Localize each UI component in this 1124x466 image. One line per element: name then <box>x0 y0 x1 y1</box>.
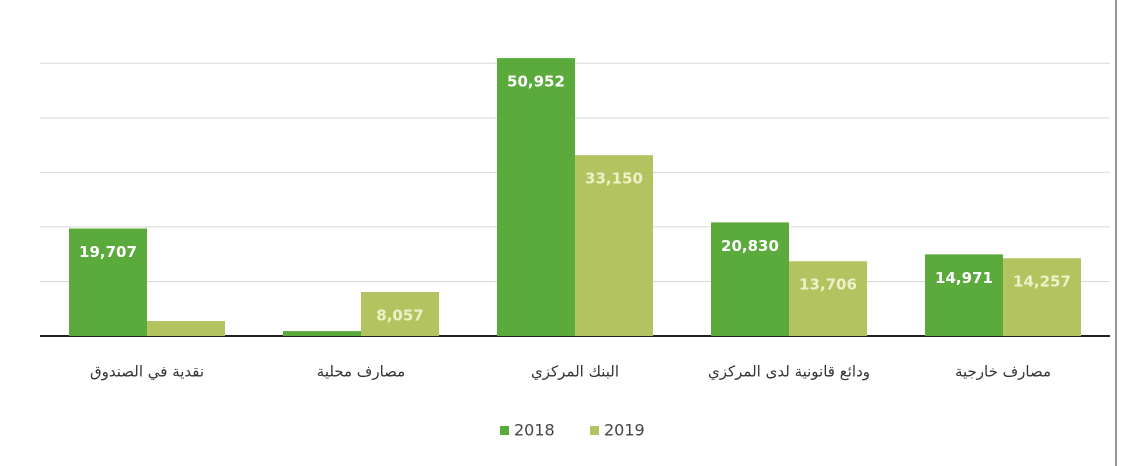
bar <box>147 321 225 336</box>
legend-swatch <box>590 426 599 435</box>
bar <box>925 254 1003 336</box>
bar <box>575 155 653 336</box>
data-label: 20,830 <box>721 237 779 255</box>
data-label: 8,057 <box>376 307 423 325</box>
data-label: 14,971 <box>935 269 993 287</box>
bar <box>789 261 867 336</box>
x-tick-label: البنك المركزي <box>531 363 619 382</box>
legend-swatch <box>500 426 509 435</box>
bar <box>361 292 439 336</box>
bar <box>1003 258 1081 336</box>
x-tick-label: ودائع قانونية لدى المركزي <box>708 363 870 382</box>
legend-label: 2019 <box>604 421 645 440</box>
data-label: 19,707 <box>79 243 137 261</box>
data-label: 13,706 <box>799 276 857 294</box>
bar <box>711 222 789 336</box>
bar <box>497 58 575 337</box>
data-label: 50,952 <box>507 73 565 91</box>
legend-label: 2018 <box>514 421 555 440</box>
bar <box>69 228 147 336</box>
x-tick-label: مصارف محلية <box>317 363 405 381</box>
x-tick-label: مصارف خارجية <box>955 363 1051 381</box>
bar <box>283 331 361 336</box>
data-label: 14,257 <box>1013 273 1071 291</box>
x-tick-label: نقدية في الصندوق <box>90 363 204 382</box>
data-label: 33,150 <box>585 170 643 188</box>
